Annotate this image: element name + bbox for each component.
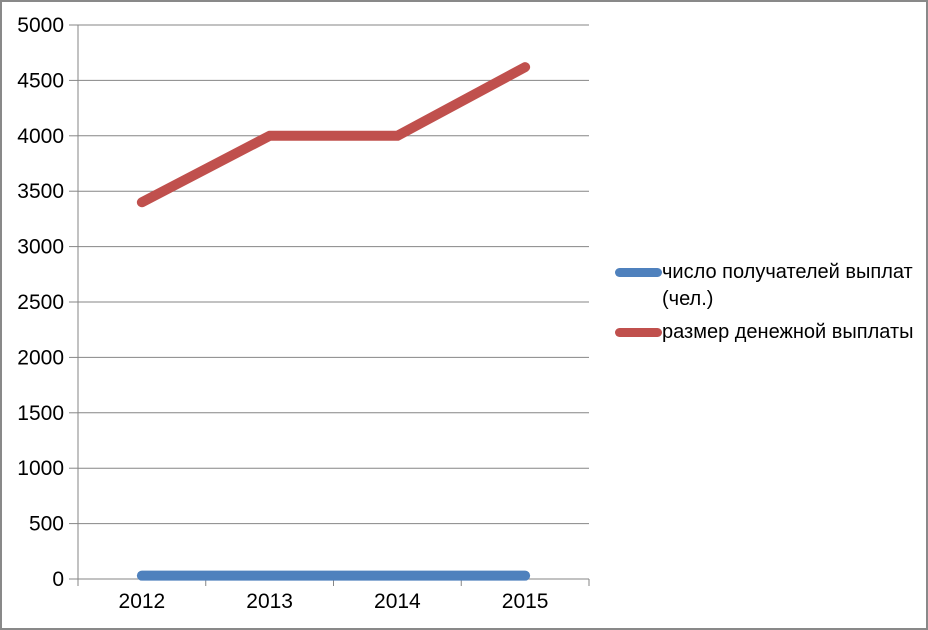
legend-item-payment-size: размер денежной выплаты	[615, 319, 926, 346]
legend-label-recipients: число получателей выплат (чел.)	[662, 261, 913, 310]
y-axis-label: 3500	[17, 180, 64, 203]
y-axis-label: 1000	[17, 457, 64, 480]
legend-label-payment-size: размер денежной выплаты	[662, 321, 914, 343]
y-axis-label: 500	[29, 513, 64, 536]
y-axis-label: 3000	[17, 236, 64, 259]
y-axis-label: 2000	[17, 346, 64, 369]
legend-line-marker-red-icon	[615, 328, 662, 337]
y-axis-label: 4500	[17, 69, 64, 92]
y-axis-label: 1500	[17, 402, 64, 425]
y-axis-label: 5000	[17, 14, 64, 37]
y-axis-label: 2500	[17, 291, 64, 314]
x-axis-label: 2014	[374, 590, 421, 613]
x-axis-label: 2012	[119, 590, 166, 613]
x-axis-label: 2013	[246, 590, 293, 613]
y-axis-label: 0	[52, 568, 64, 591]
chart-legend: число получателей выплат (чел.) размер д…	[615, 259, 926, 346]
series-line	[136, 62, 531, 208]
x-axis-label: 2015	[502, 590, 549, 613]
legend-item-recipients: число получателей выплат (чел.)	[615, 259, 926, 313]
y-axis-label: 4000	[17, 125, 64, 148]
legend-line-marker-blue-icon	[615, 268, 662, 277]
